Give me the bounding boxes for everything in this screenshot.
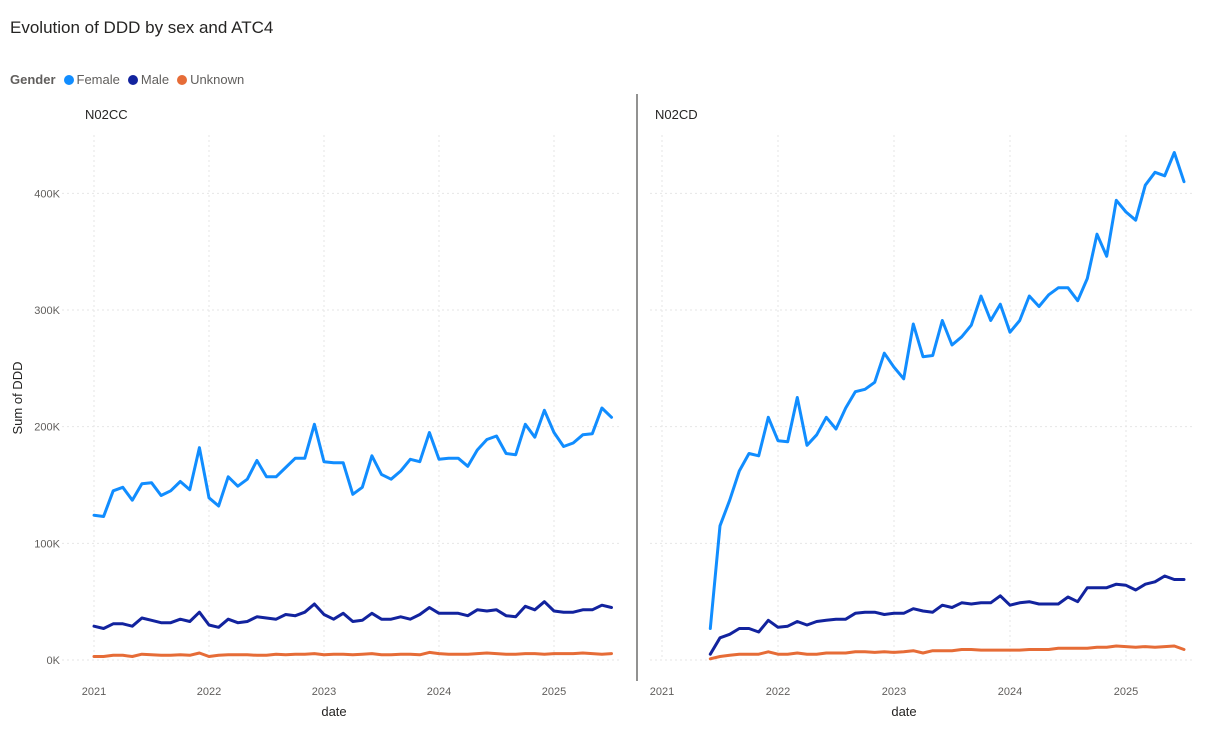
x-tick-label-n02cd: 2024 bbox=[998, 686, 1022, 698]
x-tick-label-n02cc: 2021 bbox=[82, 686, 106, 698]
x-tick-label-n02cc: 2022 bbox=[197, 686, 221, 698]
y-tick-label: 0K bbox=[47, 655, 61, 667]
series-line-n02cc-unknown bbox=[92, 650, 613, 658]
y-axis-label: Sum of DDD bbox=[10, 362, 25, 435]
x-tick-label-n02cd: 2025 bbox=[1114, 686, 1138, 698]
legend-title: Gender bbox=[10, 72, 56, 87]
legend-item-female[interactable]: Female bbox=[63, 72, 120, 87]
series-line-n02cc-female bbox=[92, 406, 613, 518]
series-line-n02cd-unknown bbox=[708, 644, 1186, 661]
panel-title-n02cd: N02CD bbox=[655, 107, 698, 122]
y-tick-label: 200K bbox=[34, 422, 60, 434]
legend-marker-female bbox=[63, 74, 74, 85]
chart-title: Evolution of DDD by sex and ATC4 bbox=[10, 18, 274, 37]
legend: Gender Female Male Unknown bbox=[10, 72, 252, 87]
panel-title-n02cc: N02CC bbox=[85, 107, 128, 122]
y-tick-label: 300K bbox=[34, 305, 60, 317]
legend-marker-unknown bbox=[177, 74, 188, 85]
x-tick-label-n02cc: 2025 bbox=[542, 686, 566, 698]
legend-label-female: Female bbox=[76, 72, 120, 87]
x-axis-label-n02cd: date bbox=[891, 704, 916, 719]
series-line-n02cd-female bbox=[708, 151, 1186, 630]
legend-marker-male bbox=[127, 74, 138, 85]
legend-label-male: Male bbox=[140, 72, 170, 87]
legend-item-unknown[interactable]: Unknown bbox=[177, 72, 244, 87]
series-line-n02cd-male bbox=[708, 574, 1186, 656]
x-tick-label-n02cd: 2023 bbox=[882, 686, 906, 698]
y-tick-label: 100K bbox=[34, 538, 60, 550]
legend-item-male[interactable]: Male bbox=[127, 72, 170, 87]
x-tick-label-n02cd: 2021 bbox=[650, 686, 674, 698]
y-tick-label: 400K bbox=[34, 188, 60, 200]
x-tick-label-n02cc: 2023 bbox=[312, 686, 336, 698]
x-tick-label-n02cc: 2024 bbox=[427, 686, 451, 698]
series-line-n02cc-male bbox=[92, 600, 613, 630]
legend-label-unknown: Unknown bbox=[190, 72, 245, 87]
x-tick-label-n02cd: 2022 bbox=[766, 686, 790, 698]
x-axis-label-n02cc: date bbox=[321, 704, 346, 719]
